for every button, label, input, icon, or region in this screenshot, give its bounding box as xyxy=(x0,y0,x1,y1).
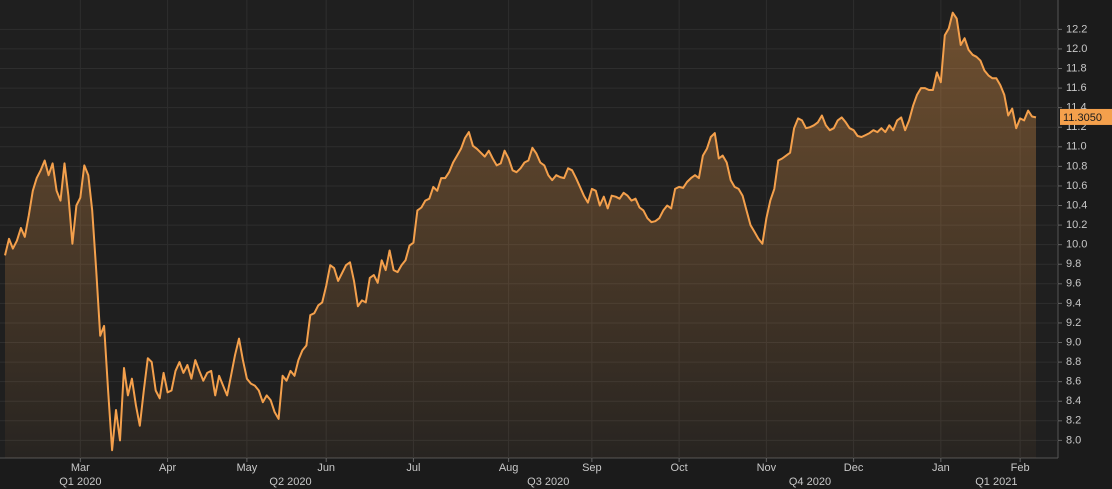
y-tick-label: 9.0 xyxy=(1066,336,1081,348)
x-tick-label: Apr xyxy=(159,462,176,474)
y-tick-label: 10.0 xyxy=(1066,239,1087,251)
y-tick-label: 8.2 xyxy=(1066,415,1081,427)
price-line xyxy=(4,11,1037,452)
last-price-marker xyxy=(1060,108,1112,125)
x-tick-label: Dec xyxy=(844,462,864,474)
x-tick-label: Jun xyxy=(317,462,335,474)
y-tick-label: 9.2 xyxy=(1066,317,1081,329)
y-tick-label: 12.0 xyxy=(1066,43,1087,55)
y-tick-label: 8.4 xyxy=(1066,395,1081,407)
x-tick-label: Sep xyxy=(582,462,602,474)
y-tick-label: 11.6 xyxy=(1066,82,1087,94)
y-tick-label: 8.0 xyxy=(1066,434,1081,446)
y-tick-label: 9.8 xyxy=(1066,258,1081,270)
x-tick-label: Mar xyxy=(71,462,90,474)
quarter-label: Q1 2020 xyxy=(59,476,101,488)
y-tick-label: 9.6 xyxy=(1066,278,1081,290)
quarter-label: Q3 2020 xyxy=(527,476,569,488)
x-tick-label: Feb xyxy=(1011,462,1030,474)
y-tick-label: 11.0 xyxy=(1066,141,1087,153)
y-tick-label: 11.8 xyxy=(1066,62,1087,74)
x-tick-label: Nov xyxy=(757,462,777,474)
y-tick-label: 10.8 xyxy=(1066,160,1087,172)
x-tick-label: Jan xyxy=(932,462,950,474)
quarter-label: Q1 2021 xyxy=(975,476,1017,488)
x-tick-label: Oct xyxy=(671,462,688,474)
quarter-label: Q2 2020 xyxy=(269,476,311,488)
y-tick-label: 10.2 xyxy=(1066,219,1087,231)
quarter-label: Q4 2020 xyxy=(789,476,831,488)
y-tick-label: 8.6 xyxy=(1066,376,1081,388)
y-tick-label: 8.8 xyxy=(1066,356,1081,368)
y-tick-label: 9.4 xyxy=(1066,297,1081,309)
axis-background xyxy=(1058,0,1112,489)
y-tick-label: 10.6 xyxy=(1066,180,1087,192)
last-price-label: 11.3050 xyxy=(1063,112,1102,124)
y-tick-label: 10.4 xyxy=(1066,199,1087,211)
x-axis-background xyxy=(0,458,1058,489)
x-tick-label: May xyxy=(236,462,257,474)
area xyxy=(5,12,1036,458)
x-tick-label: Aug xyxy=(499,462,519,474)
x-tick-label: Jul xyxy=(406,462,420,474)
y-tick-label: 12.2 xyxy=(1066,23,1087,35)
